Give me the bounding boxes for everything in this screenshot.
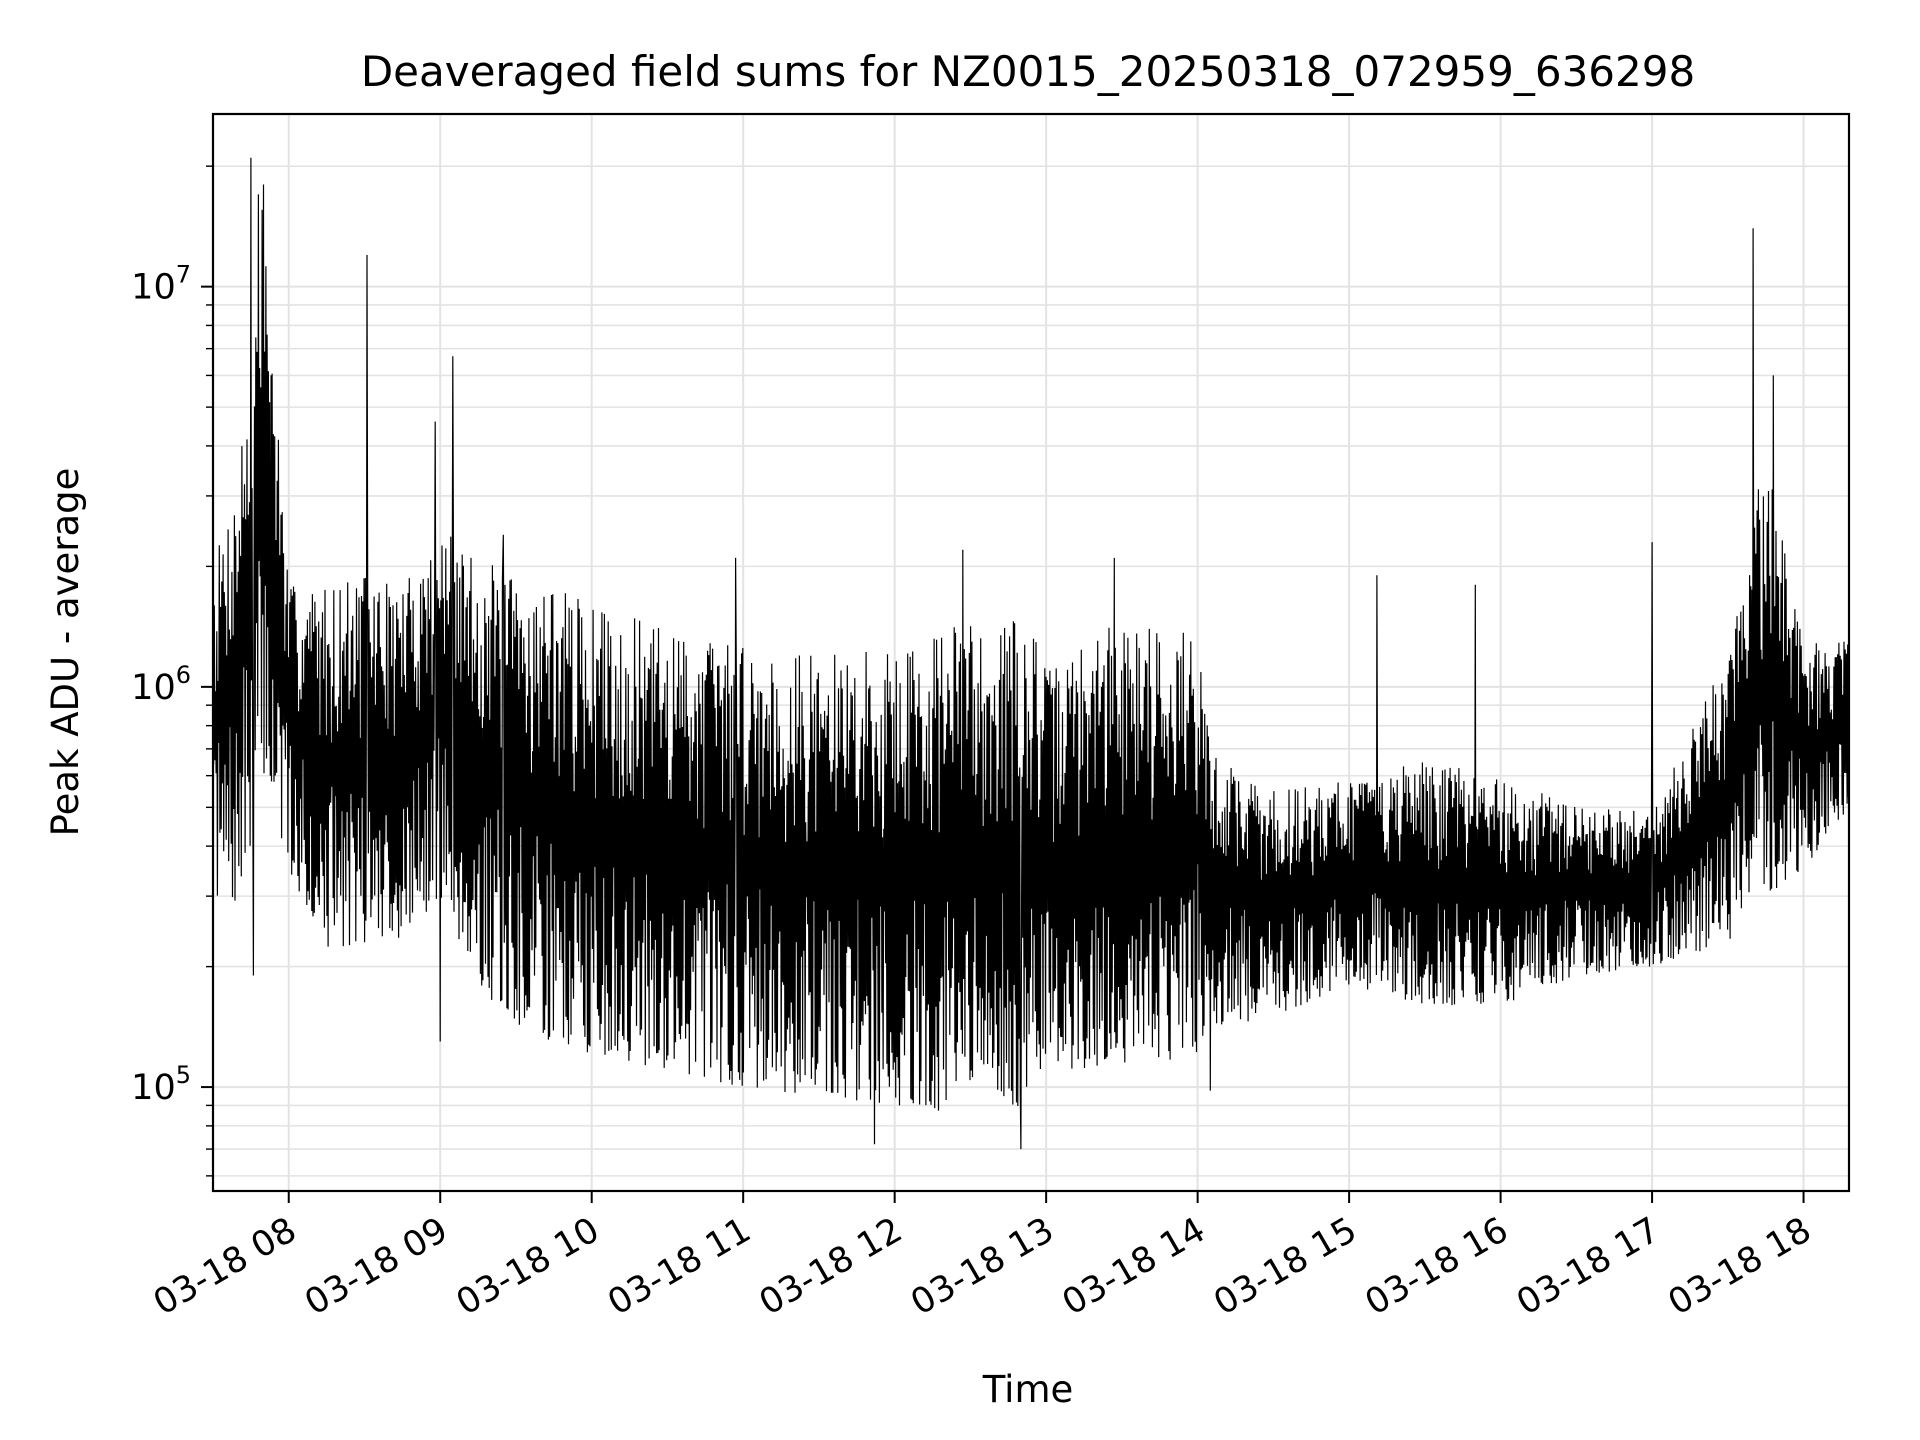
y-tick-exponent: 5 — [176, 1061, 191, 1089]
y-tick-label: 105 — [131, 1061, 191, 1108]
y-tick-label: 106 — [131, 661, 191, 708]
x-axis-label: Time — [982, 1368, 1074, 1411]
y-axis-label: Peak ADU - average — [44, 468, 87, 837]
plot-frame — [211, 112, 1851, 1193]
y-tick-base: 10 — [131, 268, 176, 308]
y-tick-base: 10 — [131, 1068, 176, 1108]
y-tick-exponent: 7 — [176, 261, 191, 289]
data-line — [213, 157, 1849, 1150]
chart-title: Deaveraged field sums for NZ0015_2025031… — [361, 47, 1695, 96]
y-tick-exponent: 6 — [176, 661, 191, 689]
y-tick-label: 107 — [131, 261, 191, 308]
series-line — [213, 157, 1849, 1150]
y-tick-base: 10 — [131, 668, 176, 708]
